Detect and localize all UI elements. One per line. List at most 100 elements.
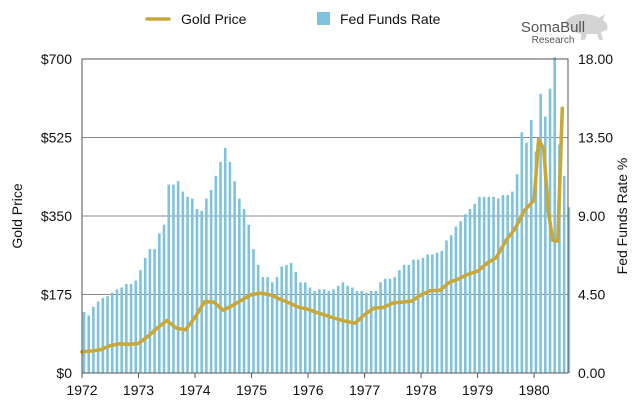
legend-fed-funds-swatch: [317, 12, 330, 25]
fed-funds-bar: [294, 271, 298, 373]
fed-funds-bar: [567, 207, 571, 373]
fed-funds-bar: [233, 181, 236, 373]
fed-funds-bar: [407, 264, 411, 373]
y-left-axis-title: Gold Price: [9, 183, 25, 249]
fed-funds-bar: [464, 214, 467, 373]
fed-funds-bar: [374, 291, 378, 373]
fed-funds-bar: [421, 257, 425, 373]
fed-funds-bar: [383, 278, 387, 373]
fed-funds-bar: [101, 297, 105, 373]
fed-funds-bar: [252, 249, 255, 373]
y-right-tick-label: 0.00: [578, 365, 605, 381]
fed-funds-bar: [271, 282, 274, 373]
fed-funds-bar: [176, 181, 180, 373]
fed-funds-bar: [402, 264, 406, 373]
fed-funds-bar: [482, 196, 486, 373]
fed-funds-bar: [318, 289, 321, 373]
fed-funds-bar: [261, 277, 265, 373]
fed-funds-bar: [153, 249, 156, 373]
fed-funds-bar: [209, 189, 213, 373]
fed-funds-bar: [379, 282, 382, 373]
fed-funds-bar: [525, 142, 528, 373]
fed-funds-bar: [139, 270, 142, 373]
y-left-tick-label: $0: [56, 365, 72, 381]
x-tick-label: 1979: [462, 382, 493, 398]
fed-funds-bar: [511, 191, 514, 373]
axis-ticks: $0 0.00 $175 4.50 $350 9.00 $525 13.50 $700 18.00…: [41, 51, 613, 398]
fed-funds-bar: [303, 282, 307, 373]
fed-funds-bar: [529, 120, 533, 373]
fed-funds-bar: [106, 296, 109, 373]
fed-funds-bar: [195, 209, 199, 373]
y-right-tick-label: 13.50: [578, 130, 613, 146]
y-right-tick-label: 4.50: [578, 287, 605, 303]
legend-fed-funds-label: Fed Funds Rate: [340, 11, 441, 27]
fed-funds-bar: [558, 144, 561, 373]
fed-funds-bar: [219, 161, 222, 373]
fed-funds-bar: [205, 198, 208, 373]
fed-funds-bar: [478, 196, 481, 373]
fed-funds-bar: [369, 291, 373, 373]
x-tick-label: 1980: [519, 382, 550, 398]
fed-funds-bar: [158, 233, 161, 373]
fed-funds-bar: [520, 132, 524, 373]
fed-funds-bar: [365, 292, 368, 373]
fed-funds-bar: [308, 287, 312, 373]
fed-funds-bar: [266, 277, 269, 373]
fed-funds-bar: [120, 287, 123, 373]
fed-funds-bar: [468, 209, 472, 373]
fed-funds-bar: [473, 203, 477, 373]
x-tick-label: 1976: [292, 382, 323, 398]
fed-funds-bar: [238, 198, 241, 373]
fed-funds-bar: [322, 289, 326, 373]
fed-funds-bar: [544, 116, 547, 374]
fed-funds-bar: [299, 282, 302, 373]
fed-funds-bar: [143, 257, 147, 373]
fed-funds-bar: [129, 284, 133, 373]
fed-funds-bar: [506, 195, 509, 373]
fed-funds-bar: [431, 254, 434, 373]
x-tick-label: 1972: [66, 382, 97, 398]
fed-funds-bar: [172, 184, 175, 373]
fed-funds-bar: [346, 285, 349, 373]
fed-funds-bar: [393, 277, 396, 373]
fed-funds-bar: [190, 198, 194, 373]
fed-funds-bar: [336, 285, 340, 373]
fed-funds-bar: [162, 224, 166, 373]
fed-funds-bar: [501, 195, 505, 373]
x-tick-label: 1978: [405, 382, 436, 398]
fed-funds-bar: [515, 174, 519, 373]
x-tick-label: 1974: [179, 382, 210, 398]
fed-funds-bar: [256, 264, 260, 373]
legend: Gold Price Fed Funds Rate: [145, 11, 441, 27]
gold-price-line: [80, 106, 565, 354]
fed-funds-bar: [82, 311, 86, 373]
somabull-logo: SomaBull Research: [521, 14, 608, 46]
legend-gold-price-label: Gold Price: [181, 11, 247, 27]
fed-funds-bar: [440, 250, 444, 373]
fed-funds-bar: [125, 284, 128, 373]
plot-frame: [81, 58, 569, 374]
fed-funds-bar: [200, 210, 203, 373]
fed-funds-bar: [355, 291, 359, 373]
fed-funds-bar: [492, 196, 495, 373]
y-left-tick-label: $700: [41, 51, 72, 67]
fed-funds-bar: [449, 235, 453, 373]
fed-funds-bar: [388, 278, 392, 373]
x-tick-label: 1977: [349, 382, 380, 398]
y-right-axis-title: Fed Funds Rate %: [614, 158, 630, 275]
fed-funds-bars: [82, 57, 571, 374]
fed-funds-bar: [87, 315, 91, 373]
fed-funds-bar: [332, 289, 335, 373]
y-right-tick-label: 9.00: [578, 208, 605, 224]
fed-funds-bar: [398, 270, 401, 373]
fed-funds-bar: [416, 259, 420, 373]
fed-funds-bar: [289, 263, 293, 373]
fed-funds-bar: [313, 291, 316, 373]
fed-funds-bar: [228, 161, 232, 373]
x-tick-label: 1973: [123, 382, 154, 398]
fed-funds-bar: [534, 151, 538, 373]
fed-funds-bar: [181, 191, 185, 373]
